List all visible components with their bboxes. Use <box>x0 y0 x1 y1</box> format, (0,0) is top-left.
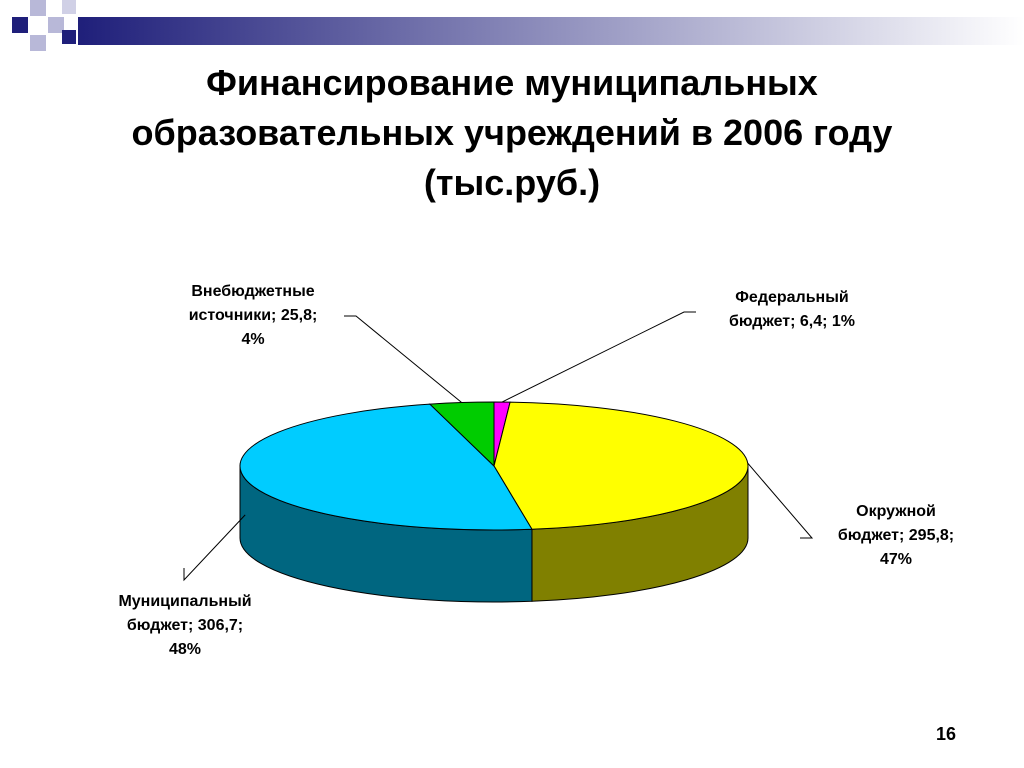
label-line: 47% <box>879 551 913 568</box>
label-vnebyudzhet: Внебюджетные источники; 25,8; 4% <box>160 280 346 352</box>
label-line: Внебюджетные <box>191 283 315 300</box>
label-line: Окружной <box>856 503 936 520</box>
page-title: Финансирование муниципальных образовател… <box>40 58 984 208</box>
leader-line-vnebyudzhet <box>344 315 462 403</box>
header-square <box>12 17 28 33</box>
label-line: Муниципальный <box>118 593 252 610</box>
header-squares <box>12 0 76 51</box>
label-okruzhnoy: Окружной бюджет; 295,8; 47% <box>806 500 986 572</box>
leader-line-municipal <box>183 514 246 582</box>
header-square <box>62 0 76 14</box>
page-number: 16 <box>936 724 957 744</box>
label-line: 4% <box>241 331 265 348</box>
leader-line-okruzhnoy <box>747 462 814 539</box>
leader-line-federal <box>501 311 696 403</box>
header-square <box>62 30 76 44</box>
label-line: бюджет; 6,4; 1% <box>728 313 856 330</box>
title-line-1: Финансирование муниципальных <box>206 62 818 103</box>
pie-slice-municipal <box>239 403 533 531</box>
label-line: Федеральный <box>735 289 849 306</box>
title-line-2: образовательных учреждений в 2006 году <box>131 112 893 153</box>
header-band <box>78 17 1024 45</box>
header-square <box>30 0 46 16</box>
label-line: бюджет; 295,8; <box>837 527 955 544</box>
label-federal: Федеральный бюджет; 6,4; 1% <box>692 286 892 334</box>
pie-slice-okruzhnoy <box>493 401 749 530</box>
leader-lines <box>183 311 814 582</box>
label-municipal: Муниципальный бюджет; 306,7; 48% <box>90 590 280 662</box>
pie-slice-vnebyudzhet <box>428 401 495 468</box>
label-line: бюджет; 306,7; <box>126 617 244 634</box>
title-line-3: (тыс.руб.) <box>423 162 601 203</box>
pie-tops <box>239 401 749 531</box>
header-square <box>48 17 64 33</box>
header-square <box>30 35 46 51</box>
label-line: источники; 25,8; <box>188 307 318 324</box>
label-line: 48% <box>168 641 202 658</box>
